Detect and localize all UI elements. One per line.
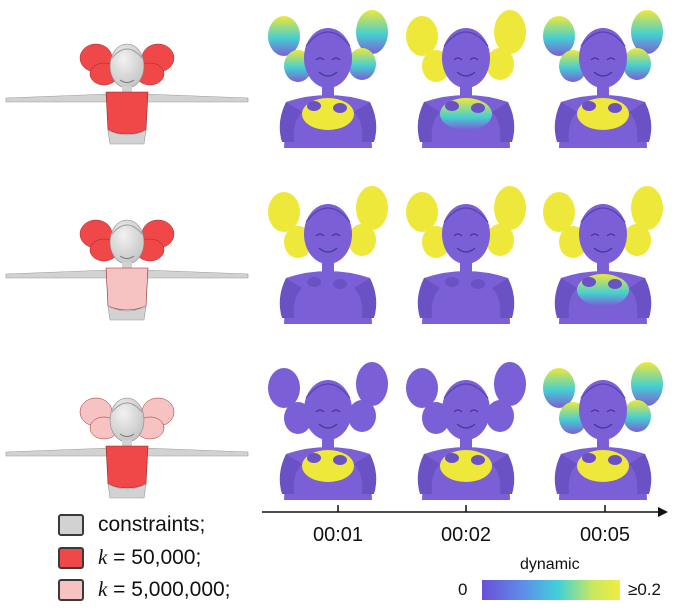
- animated-frame: [543, 10, 663, 148]
- animated-frame: [268, 10, 388, 148]
- colorbar-gradient: [482, 580, 620, 600]
- legend-label-k-5000000: = 5,000,000;: [107, 578, 231, 601]
- animated-frame: [543, 186, 663, 324]
- arrow-head-icon: [658, 507, 668, 517]
- colorbar-min-label: 0: [458, 580, 468, 599]
- legend-swatch-pink: [58, 578, 84, 601]
- colorbar-title: dynamic: [520, 556, 580, 573]
- legend-variable-k: k: [98, 545, 108, 569]
- animated-frame: [406, 186, 526, 324]
- animated-figures: [268, 10, 663, 500]
- legend-swatch-red: [58, 546, 84, 569]
- legend-swatch-gray: [58, 514, 84, 536]
- animated-frame: [268, 186, 388, 324]
- legend-label-k-50000: = 50,000;: [107, 546, 202, 569]
- animated-frame: [406, 10, 526, 148]
- animated-frame: [406, 362, 526, 500]
- legend-k-5000000: k = 5,000,000;: [58, 577, 231, 602]
- animated-frame: [268, 362, 388, 500]
- rest-figure: [5, 219, 249, 321]
- rest-figure: [5, 43, 249, 145]
- timeline-axis: [262, 505, 668, 517]
- time-label-1: 00:01: [312, 524, 364, 546]
- legend-constraints: constraints;: [58, 513, 205, 537]
- legend-variable-k: k: [98, 577, 108, 601]
- rest-figure: [5, 397, 249, 499]
- time-label-3: 00:05: [579, 524, 631, 546]
- colorbar-max-label: ≥0.2: [628, 580, 661, 599]
- legend-k-50000: k = 50,000;: [58, 545, 201, 570]
- legend-label-constraints: constraints;: [98, 513, 206, 536]
- time-label-2: 00:02: [440, 524, 492, 546]
- rest-pose-figures: [5, 43, 249, 499]
- animated-frame: [543, 362, 663, 500]
